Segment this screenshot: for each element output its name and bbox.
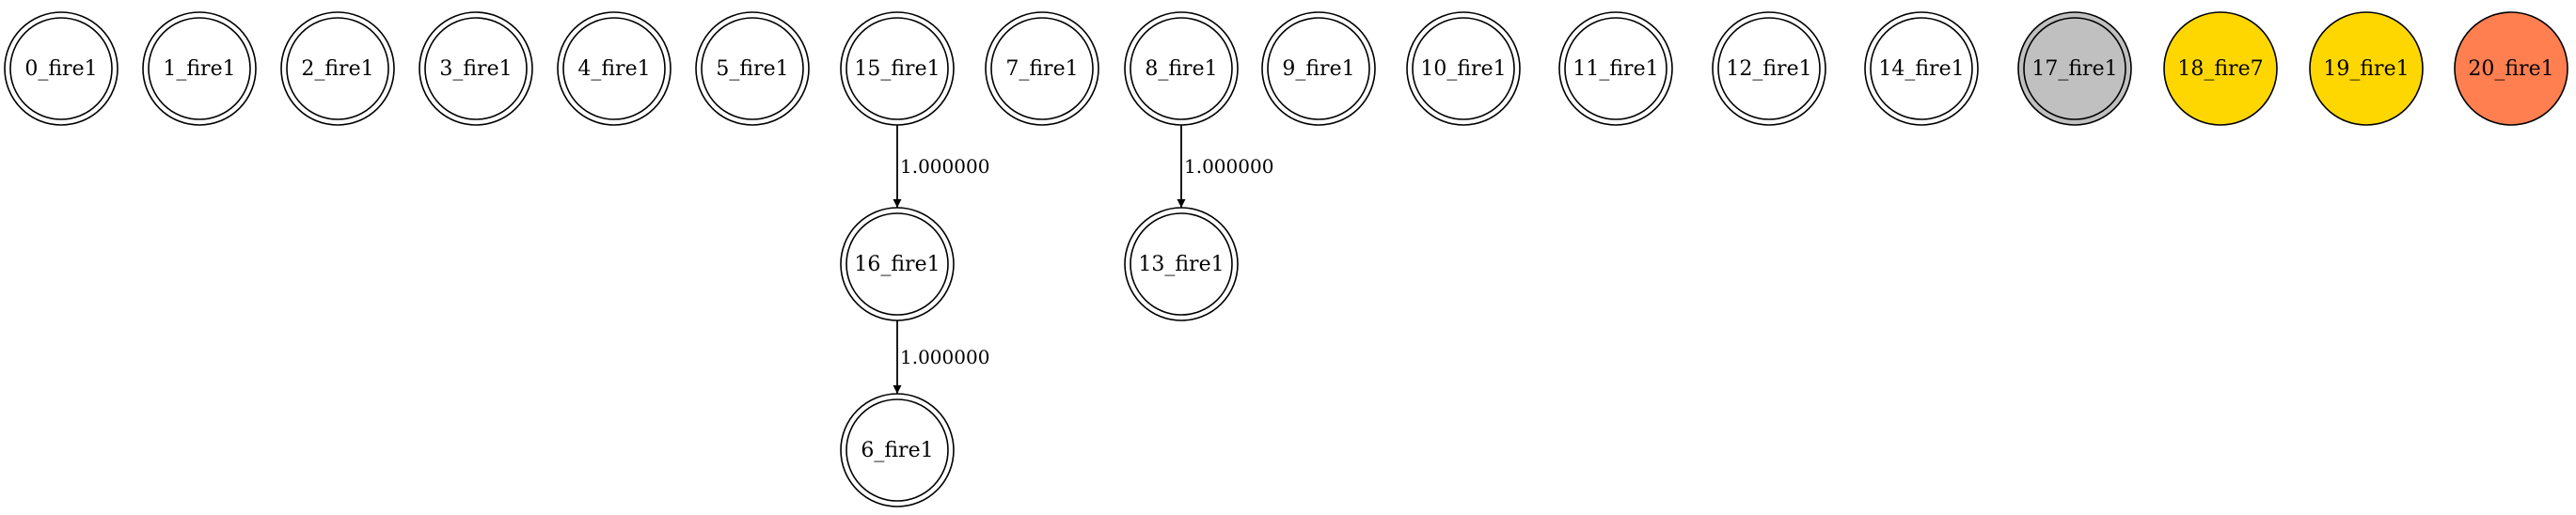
node-1-fire1: 1_fire1	[142, 11, 257, 126]
edge-15-fire1-to-16-fire1: 1.000000	[893, 125, 989, 208]
edge-label: 1.000000	[900, 155, 989, 178]
node-outer-circle	[280, 11, 395, 126]
node-label: 5_fire1	[716, 57, 788, 81]
node-inner-circle	[562, 17, 666, 120]
node-label: 12_fire1	[1726, 57, 1811, 81]
node-17-fire1: 17_fire1	[2017, 11, 2132, 126]
node-label: 15_fire1	[854, 57, 940, 81]
node-10-fire1: 10_fire1	[1406, 11, 1521, 126]
node-label: 0_fire1	[24, 57, 97, 81]
node-outer-circle	[2454, 11, 2568, 126]
node-label: 13_fire1	[1138, 253, 1224, 276]
node-label: 14_fire1	[1878, 57, 1964, 81]
node-inner-circle	[424, 17, 528, 120]
node-outer-circle	[1261, 11, 1376, 126]
node-outer-circle	[2017, 11, 2132, 126]
node-label: 19_fire1	[2323, 57, 2409, 81]
node-inner-circle	[1717, 17, 1821, 120]
node-outer-circle	[695, 11, 810, 126]
node-15-fire1: 15_fire1	[840, 11, 955, 126]
node-outer-circle	[142, 11, 257, 126]
node-outer-circle	[2163, 11, 2278, 126]
node-11-fire1: 11_fire1	[1558, 11, 1673, 126]
node-outer-circle	[1124, 207, 1239, 321]
node-label: 17_fire1	[2031, 57, 2117, 81]
node-label: 9_fire1	[1282, 57, 1354, 81]
node-inner-circle	[1130, 212, 1233, 316]
node-2-fire1: 2_fire1	[280, 11, 395, 126]
node-outer-circle	[840, 11, 955, 126]
node-label: 11_fire1	[1572, 57, 1658, 81]
node-6-fire1: 6_fire1	[840, 393, 955, 507]
node-inner-circle	[1564, 17, 1667, 120]
node-outer-circle	[840, 393, 955, 507]
node-16-fire1: 16_fire1	[840, 207, 955, 321]
node-outer-circle	[1558, 11, 1673, 126]
nodes-layer: 0_fire1 1_fire1 2_fire1 3_fire1 4_fire1 5_fir…	[4, 11, 2568, 507]
node-outer-circle	[1864, 11, 1979, 126]
node-label: 4_fire1	[577, 57, 650, 81]
node-0-fire1: 0_fire1	[4, 11, 119, 126]
node-outer-circle	[840, 207, 955, 321]
node-5-fire1: 5_fire1	[695, 11, 810, 126]
node-12-fire1: 12_fire1	[1712, 11, 1826, 126]
node-outer-circle	[4, 11, 119, 126]
node-8-fire1: 8_fire1	[1124, 11, 1239, 126]
node-inner-circle	[845, 398, 949, 502]
node-inner-circle	[9, 17, 113, 120]
node-outer-circle	[1124, 11, 1239, 126]
edge-16-fire1-to-6-fire1: 1.000000	[893, 320, 989, 394]
node-4-fire1: 4_fire1	[557, 11, 672, 126]
node-inner-circle	[1130, 17, 1233, 120]
node-outer-circle	[1406, 11, 1521, 126]
node-inner-circle	[1267, 17, 1370, 120]
edge-label: 1.000000	[1184, 155, 1273, 178]
node-label: 7_fire1	[1005, 57, 1078, 81]
node-outer-circle	[557, 11, 672, 126]
node-inner-circle	[1870, 17, 1973, 120]
node-14-fire1: 14_fire1	[1864, 11, 1979, 126]
node-inner-circle	[845, 212, 949, 316]
edge-label: 1.000000	[900, 346, 989, 368]
node-label: 1_fire1	[163, 57, 235, 81]
node-7-fire1: 7_fire1	[985, 11, 1099, 126]
node-label: 16_fire1	[854, 253, 940, 276]
node-label: 3_fire1	[439, 57, 512, 81]
node-9-fire1: 9_fire1	[1261, 11, 1376, 126]
node-19-fire1: 19_fire1	[2309, 11, 2424, 126]
node-outer-circle	[2309, 11, 2424, 126]
node-3-fire1: 3_fire1	[419, 11, 533, 126]
node-label: 2_fire1	[301, 57, 373, 81]
node-label: 18_fire7	[2177, 57, 2263, 81]
node-18-fire7: 18_fire7	[2163, 11, 2278, 126]
node-inner-circle	[286, 17, 389, 120]
node-outer-circle	[985, 11, 1099, 126]
node-13-fire1: 13_fire1	[1124, 207, 1239, 321]
node-inner-circle	[845, 17, 949, 120]
node-inner-circle	[2023, 17, 2126, 120]
edges-layer: 1.000000 1.000000 1.000000	[893, 125, 1273, 394]
node-inner-circle	[148, 17, 251, 120]
node-outer-circle	[1712, 11, 1826, 126]
node-inner-circle	[701, 17, 804, 120]
node-label: 10_fire1	[1420, 57, 1506, 81]
node-inner-circle	[1412, 17, 1515, 120]
node-label: 6_fire1	[861, 439, 933, 462]
node-20-fire1: 20_fire1	[2454, 11, 2568, 126]
node-outer-circle	[419, 11, 533, 126]
node-label: 8_fire1	[1145, 57, 1217, 81]
node-label: 20_fire1	[2468, 57, 2553, 81]
edge-8-fire1-to-13-fire1: 1.000000	[1177, 125, 1273, 208]
node-inner-circle	[990, 17, 1094, 120]
